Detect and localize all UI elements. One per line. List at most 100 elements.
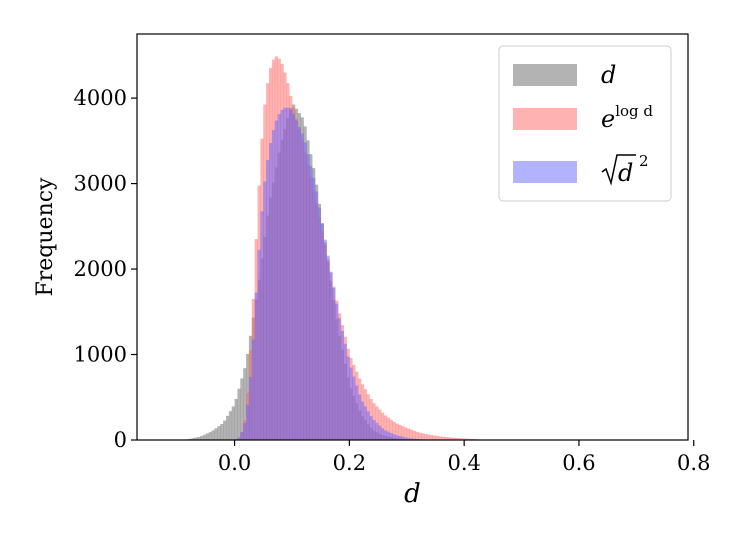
histogram-bar (455, 437, 459, 440)
histogram-bar (438, 436, 442, 440)
histogram-bar (401, 426, 405, 440)
histogram-bar (228, 411, 233, 440)
histogram-bar (203, 434, 207, 440)
histogram-bar (398, 424, 402, 440)
histogram-bar (326, 255, 330, 440)
histogram-bar (274, 120, 279, 440)
y-tick-label: 4000 (74, 86, 127, 110)
sqrt-radical-icon (601, 154, 636, 186)
histogram-bar (297, 126, 301, 440)
histogram-bar (240, 432, 244, 440)
x-axis-ticks: 0.0 0.2 0.4 0.6 0.8 (218, 440, 710, 475)
histogram-bar (395, 423, 399, 440)
histogram-bar (335, 303, 339, 440)
histogram-bar (352, 376, 356, 440)
histogram-bar (332, 287, 336, 440)
histogram-bar (286, 107, 290, 440)
histogram-bar (372, 420, 376, 440)
x-tick-label: 0.4 (447, 451, 480, 475)
histogram-bar (243, 368, 247, 440)
histogram-bar (343, 343, 347, 440)
histogram-bar (446, 437, 451, 440)
legend-label-exp-base: e (601, 105, 615, 133)
histogram-bar (225, 415, 230, 440)
histogram-bar (360, 401, 365, 440)
histogram-bar (337, 318, 342, 440)
histogram-bar (461, 438, 465, 440)
histogram-bar (458, 438, 462, 440)
histogram-bar (320, 223, 324, 440)
histogram-bar (418, 432, 422, 440)
histogram-bar (449, 437, 454, 440)
histogram-bar (309, 165, 313, 440)
histogram-bar (432, 435, 436, 440)
histogram-bar (406, 428, 411, 440)
histogram-bar (246, 404, 250, 440)
histogram-bar (423, 433, 428, 440)
y-tick-label: 3000 (74, 172, 127, 196)
histogram-bar (197, 436, 201, 440)
histogram-bar (395, 435, 399, 440)
histogram-bar (349, 367, 353, 440)
histogram-bar (380, 428, 385, 440)
histogram-bar (294, 120, 299, 440)
histogram-bar (355, 385, 359, 440)
histogram-bar (383, 430, 388, 440)
histogram-bar (426, 434, 431, 440)
histogram-bar (200, 435, 204, 440)
histogram-bar (323, 239, 327, 440)
histogram-bar (194, 437, 198, 440)
histogram-bar (386, 417, 390, 440)
y-tick-label: 0 (114, 428, 127, 452)
histogram-bar (263, 181, 267, 440)
histogram-bar (403, 427, 408, 440)
histogram-bar (363, 406, 367, 440)
histogram-bar (300, 133, 304, 441)
histogram-bar (415, 431, 419, 440)
histogram-bar (289, 109, 293, 441)
histogram-bar (441, 436, 445, 440)
legend-label-sqrt-base: d (618, 159, 633, 187)
histogram-bar (444, 436, 448, 440)
histogram-bar (378, 425, 382, 440)
histogram-bar (406, 438, 411, 440)
histogram-bar (280, 109, 284, 441)
histogram-bar (283, 107, 287, 440)
histogram-bar (243, 423, 247, 440)
histogram-bar (257, 249, 261, 440)
histogram-bar (340, 331, 345, 440)
y-tick-label: 1000 (74, 343, 127, 367)
plot-frame (136, 33, 689, 441)
histogram-bar (277, 114, 281, 440)
histogram-bar (306, 154, 310, 440)
histogram-bar (220, 423, 224, 440)
legend-label-sqrt-sup: 2 (639, 152, 649, 170)
histogram-bar (375, 422, 379, 440)
histogram-bar (234, 398, 238, 440)
histogram-bars (177, 56, 488, 441)
histogram-bar (464, 438, 468, 440)
histogram-bar (191, 438, 195, 440)
y-axis-label: Frequency (33, 177, 58, 297)
x-tick-label: 0.0 (218, 451, 251, 475)
histogram-bar (389, 419, 393, 440)
histogram-bar (429, 435, 433, 440)
histogram-bar (392, 421, 396, 440)
histogram-bar (435, 435, 439, 440)
x-axis-label: d (404, 479, 421, 509)
histogram-bar (380, 412, 385, 440)
histogram-bar (208, 432, 213, 440)
histogram-bar (248, 376, 253, 440)
histogram-bar (317, 207, 322, 440)
histogram-bar (217, 426, 221, 440)
histogram-bar (378, 409, 382, 440)
histogram-bar (329, 271, 333, 440)
histogram-bar (392, 434, 396, 440)
histogram-bar (409, 438, 413, 440)
histogram-bar (214, 428, 218, 440)
legend-label-exp-sup: log d (615, 102, 653, 120)
legend-swatch-sqrt-d-squared (513, 161, 577, 183)
histogram-bar (251, 339, 256, 440)
histogram-bar (205, 433, 210, 440)
